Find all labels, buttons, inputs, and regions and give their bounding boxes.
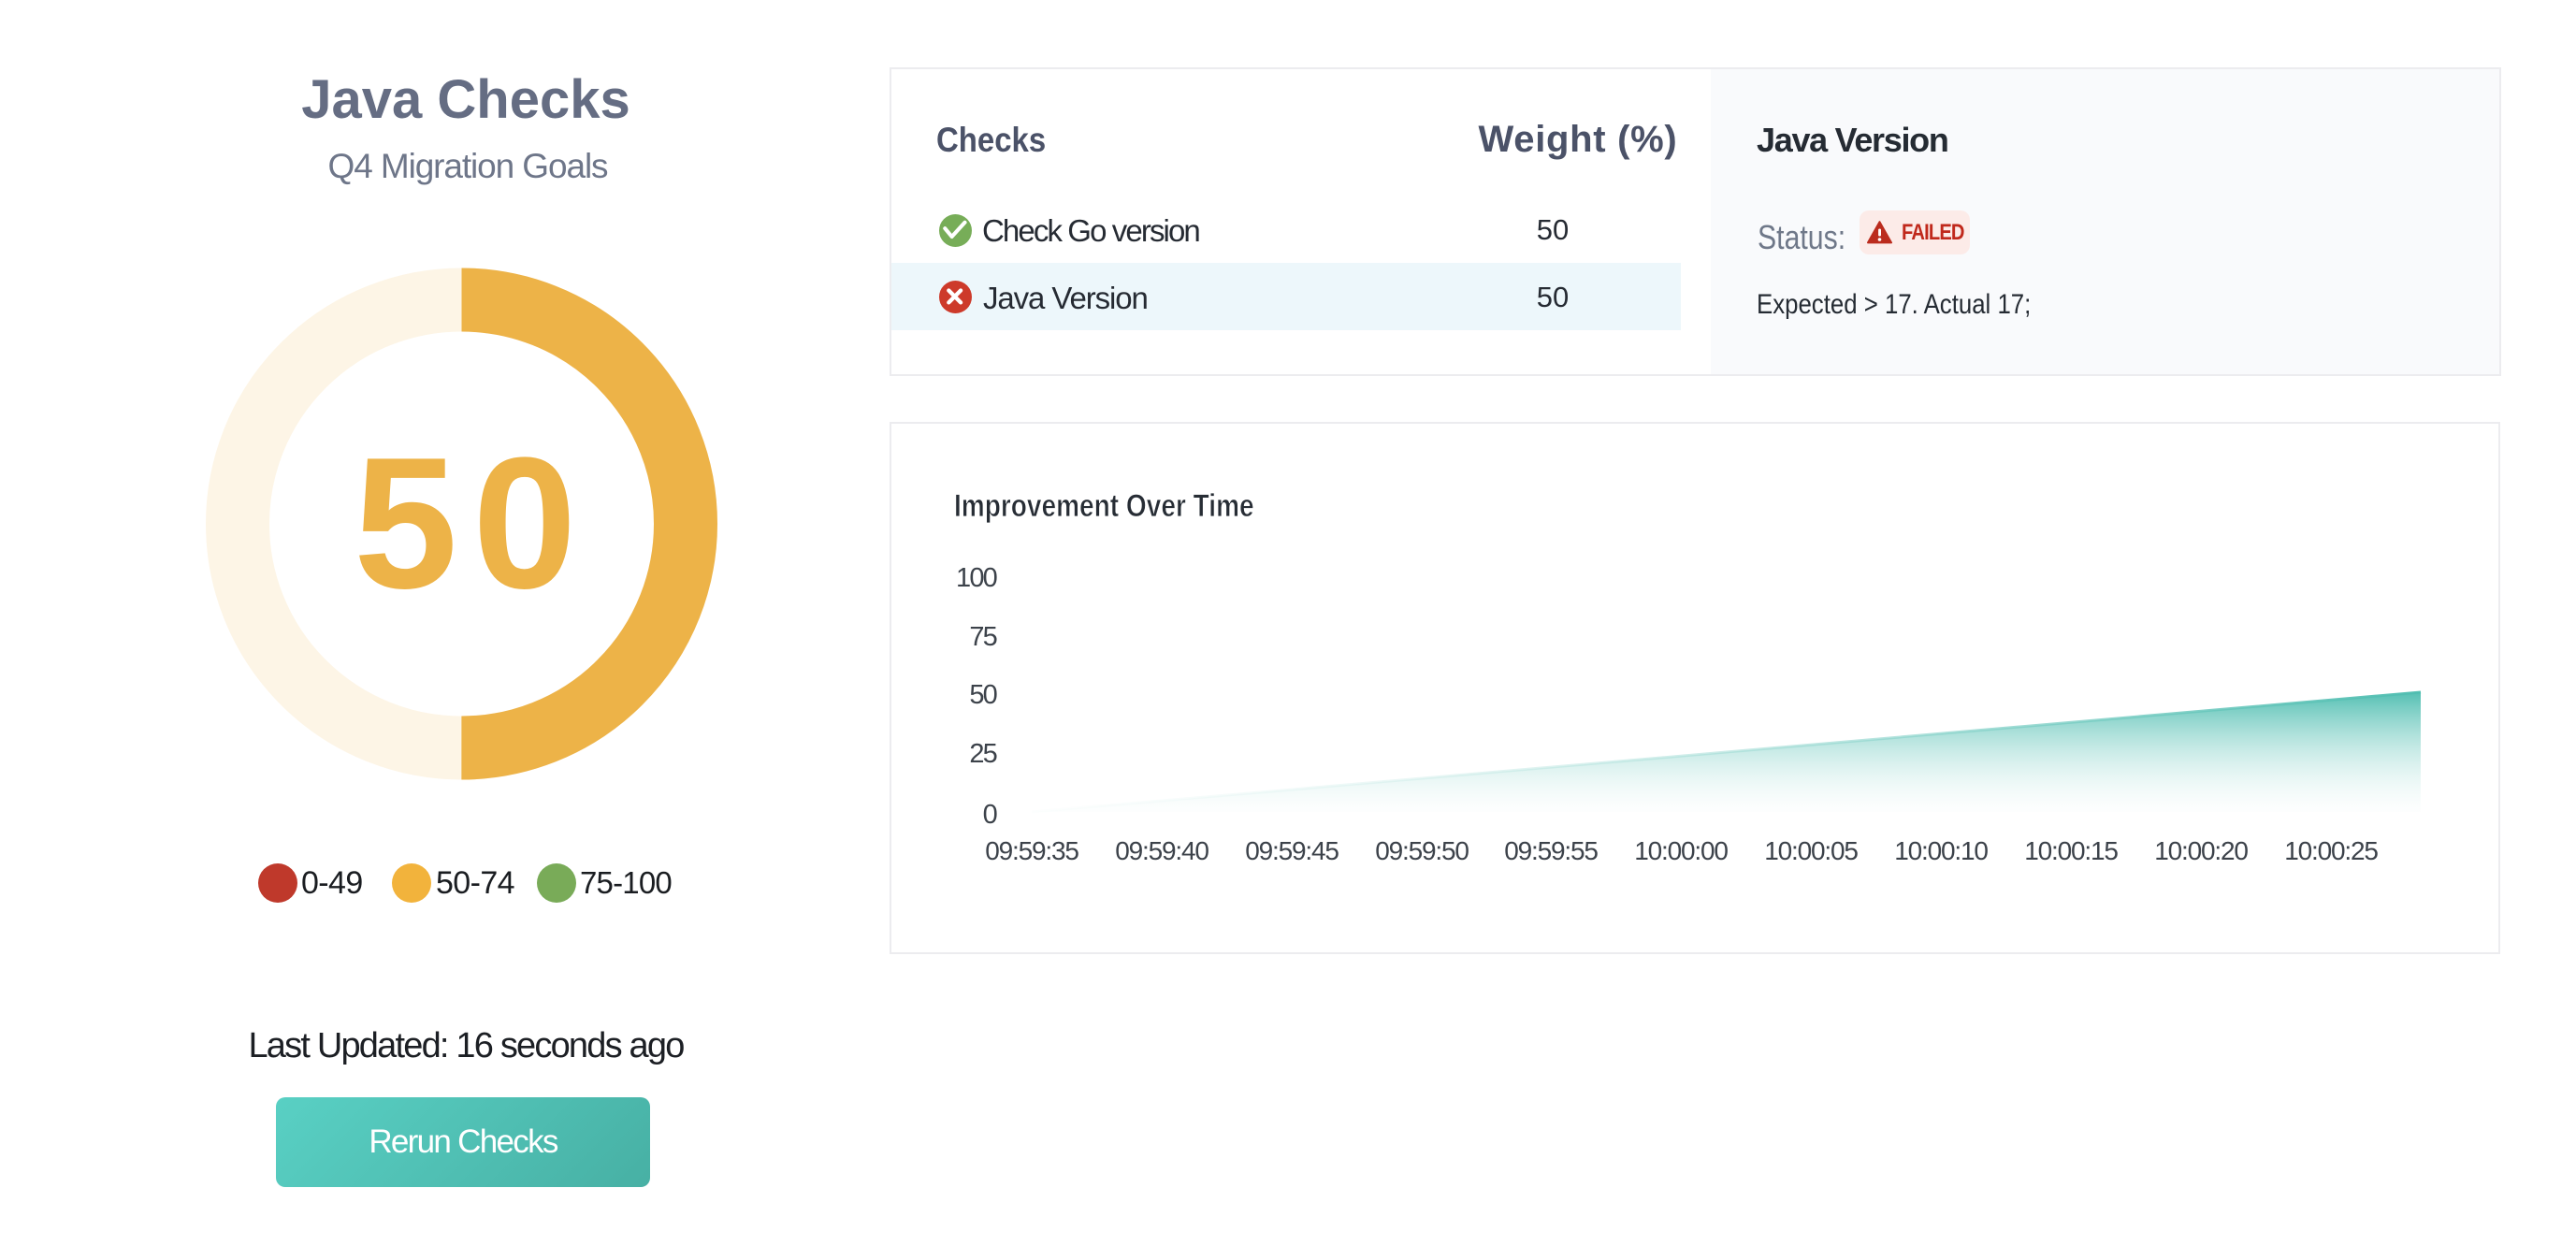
svg-text:50: 50 <box>354 419 591 628</box>
